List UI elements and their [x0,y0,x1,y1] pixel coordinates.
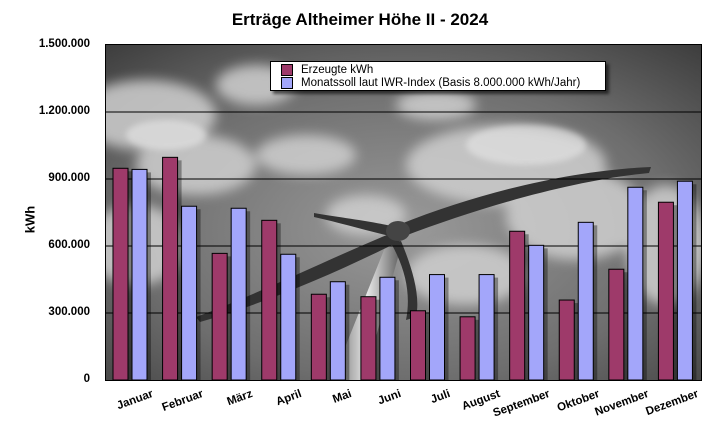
x-tick-label-januar: Januar [115,388,155,413]
y-tick-label: 0 [83,373,90,385]
legend-item-monatssoll: Monatssoll laut IWR-Index (Basis 8.000.0… [281,76,580,89]
legend-label-monatssoll: Monatssoll laut IWR-Index (Basis 8.000.0… [301,76,581,89]
y-tick-label: 1.500.000 [38,38,90,50]
bar-monatssoll-august [478,274,495,380]
bar-erzeugt-november [608,268,625,380]
x-tick-label-märz: März [225,388,255,409]
legend-swatch-erzeugt [281,63,293,76]
x-tick-label-april: April [274,388,304,409]
bar-erzeugt-juli [410,310,426,380]
y-axis-label: kWh [22,205,38,234]
bar-monatssoll-juli [429,274,445,380]
bar-erzeugt-oktober [558,299,575,380]
bar-monatssoll-januar [131,168,148,380]
x-tick-label-juli: Juli [429,388,453,407]
bar-monatssoll-märz [230,207,247,380]
x-tick-label-november: November [593,388,651,419]
plot-area [106,45,701,380]
legend: Erzeugte kWh Monatssoll laut IWR-Index (… [270,61,606,91]
bars-layer [106,111,701,380]
legend-swatch-monatssoll [281,76,293,89]
bar-monatssoll-oktober [577,221,594,380]
bar-erzeugt-juni [360,296,377,380]
bar-monatssoll-februar [181,205,198,380]
bar-erzeugt-februar [162,156,179,380]
bar-monatssoll-november [627,186,644,380]
bar-monatssoll-april [280,253,297,380]
x-tick-label-mai: Mai [331,388,354,406]
chart-title: Erträge Altheimer Höhe II - 2024 [231,10,489,29]
y-tick-label: 1.200.000 [38,105,90,117]
bar-erzeugt-märz [211,252,228,380]
x-tick-label-dezember: Dezember [644,388,701,419]
x-tick-label-september: September [491,388,552,420]
bar-monatssoll-juni [379,276,396,380]
bar-erzeugt-mai [310,293,327,380]
x-tick-label-februar: Februar [160,388,205,414]
y-tick-label: 300.000 [48,306,90,318]
x-tick-label-juni: Juni [376,388,403,408]
legend-label-erzeugt: Erzeugte kWh [301,63,374,76]
bar-erzeugt-januar [112,167,129,380]
bar-monatssoll-september [528,244,545,380]
bar-erzeugt-september [509,230,526,380]
bar-erzeugt-april [261,219,278,380]
bar-monatssoll-dezember [676,180,693,380]
y-tick-label: 600.000 [48,239,90,251]
bar-erzeugt-dezember [657,201,674,380]
bar-monatssoll-mai [329,281,346,380]
legend-item-erzeugt: Erzeugte kWh [281,63,373,76]
y-tick-label: 900.000 [48,172,90,184]
bar-erzeugt-august [459,316,476,380]
